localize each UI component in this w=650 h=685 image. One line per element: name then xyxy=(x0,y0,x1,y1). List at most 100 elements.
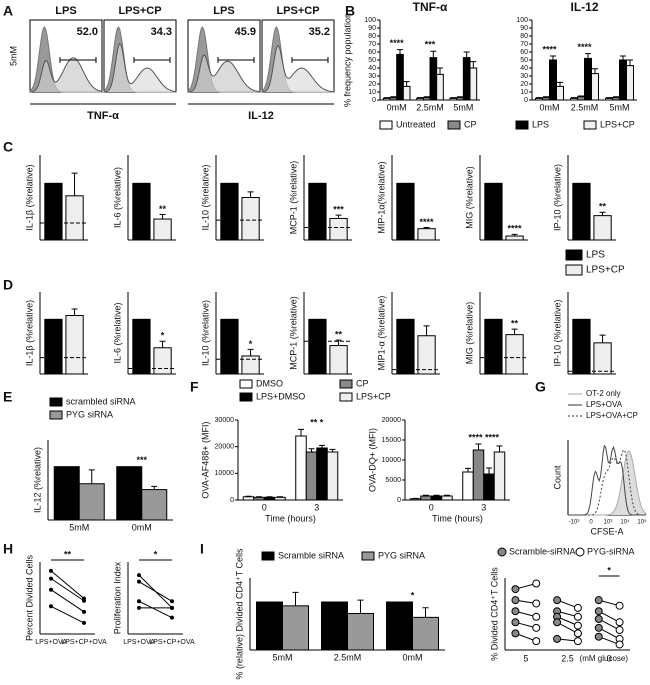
point xyxy=(553,634,562,643)
point xyxy=(137,573,141,578)
y-tick-label: 80 xyxy=(368,33,376,40)
histogram xyxy=(568,448,646,516)
error-bar xyxy=(422,607,429,618)
y-tick-label: 60 xyxy=(368,49,376,56)
point xyxy=(573,629,582,638)
bar xyxy=(412,616,439,651)
y-axis-label: OVA-AF488+ (MFI) xyxy=(200,421,210,498)
legend-swatch xyxy=(447,120,461,130)
error-bar xyxy=(585,53,591,59)
bar xyxy=(417,335,436,375)
significance: **** xyxy=(390,38,405,48)
x-tick-label: 0 xyxy=(589,520,593,526)
y-tick-label: 0 xyxy=(372,97,376,104)
bar xyxy=(308,318,327,375)
gate-value: 52.0 xyxy=(77,26,98,38)
y-axis-label: IL-10 (%relative) xyxy=(200,300,210,366)
significance: ** xyxy=(159,204,167,214)
bar xyxy=(396,53,404,101)
point xyxy=(594,596,603,605)
x-tick-label: 5mM xyxy=(610,102,630,112)
y-tick-label: 20 xyxy=(368,81,376,88)
error-bar xyxy=(417,97,423,99)
point xyxy=(553,596,562,605)
gate xyxy=(217,57,255,63)
legend-swatch xyxy=(497,547,507,557)
bar xyxy=(584,57,592,101)
error-bar xyxy=(335,339,342,346)
y-axis-label: % (relative) Divided CD4⁺T Cells xyxy=(234,548,244,680)
error-bar xyxy=(247,191,254,198)
legend-label: PYG-siRNA xyxy=(587,546,635,556)
bar xyxy=(44,182,63,241)
error-bar xyxy=(465,467,471,472)
pair-line xyxy=(50,578,85,602)
y-axis-label: MIP-1α(%relative) xyxy=(376,161,386,233)
bar xyxy=(274,496,286,501)
y-tick-label: 0 xyxy=(524,97,528,104)
y-axis-label: IL-1β (%relative) xyxy=(24,164,34,230)
bar xyxy=(305,451,318,501)
bar xyxy=(422,97,431,101)
significance: *** xyxy=(425,40,436,50)
pair-line xyxy=(138,600,173,619)
significance: **** xyxy=(508,224,523,234)
error-bar xyxy=(571,97,577,99)
sample-histogram xyxy=(103,42,177,93)
y-axis-label: IL-1β (%relative) xyxy=(24,300,34,366)
bar xyxy=(263,496,276,501)
y-axis-label: MIG (%relative) xyxy=(464,302,474,365)
legend-label: LPS xyxy=(532,119,549,129)
significance: **** xyxy=(542,44,557,54)
point xyxy=(532,612,541,621)
x-tick-label: 0 xyxy=(262,502,267,512)
bar xyxy=(329,345,348,375)
legend-label: LPS+CP xyxy=(586,265,625,276)
legend-swatch xyxy=(339,392,353,402)
y-tick-label: 30 xyxy=(368,73,376,80)
gate-value: 45.9 xyxy=(235,26,256,38)
x-tick-label: 10³ xyxy=(604,520,613,526)
gate xyxy=(133,57,171,63)
point xyxy=(573,637,582,646)
error-bar xyxy=(88,469,95,484)
point xyxy=(82,620,86,625)
bar xyxy=(409,498,422,501)
error-bar xyxy=(444,494,450,496)
y-tick-label: 10000 xyxy=(382,457,402,464)
error-bar xyxy=(159,214,166,220)
y-tick-label: 90 xyxy=(368,25,376,32)
x-tick-label: 2.5 xyxy=(561,653,574,663)
x-tick-label: 5mM xyxy=(273,652,293,662)
panel-title: LPS xyxy=(213,5,234,17)
point xyxy=(137,579,141,584)
legend-label: Scramble siRNA xyxy=(278,550,344,560)
significance: ** xyxy=(64,549,72,559)
sample-histogram xyxy=(187,54,261,93)
panel-label: I xyxy=(200,541,204,557)
significance: **** xyxy=(420,217,435,227)
y-axis-label: MCP-1 (%relative) xyxy=(288,161,298,235)
error-bar xyxy=(486,467,492,474)
y-tick-label: 50 xyxy=(520,57,528,64)
bar xyxy=(316,447,328,501)
error-bar xyxy=(423,96,430,98)
significance: * xyxy=(607,565,611,575)
bar xyxy=(416,97,424,101)
y-tick-label: 15000 xyxy=(382,437,402,444)
y-tick-label: 10 xyxy=(520,89,528,96)
x-tick-label: 0mM xyxy=(403,652,423,662)
error-bar xyxy=(496,445,503,452)
x-tick-label: 10⁴ xyxy=(620,519,630,526)
point xyxy=(511,629,520,638)
bar xyxy=(549,59,557,101)
panel-label: B xyxy=(345,3,355,19)
point xyxy=(615,640,624,649)
legend-swatch xyxy=(565,264,583,276)
point xyxy=(137,605,141,610)
significance: ** xyxy=(511,319,519,329)
x-axis-label: Time (hours) xyxy=(432,513,483,523)
significance: **** **** xyxy=(468,432,499,442)
histogram xyxy=(568,450,647,516)
